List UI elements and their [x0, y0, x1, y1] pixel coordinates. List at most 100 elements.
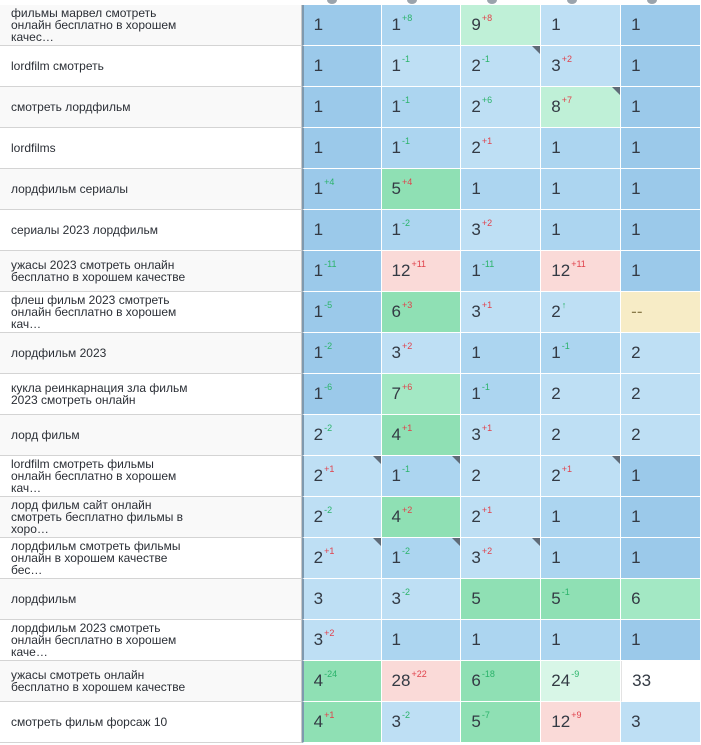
position-cell[interactable]: 1 [541, 128, 622, 169]
keyword-cell[interactable]: смотреть фильм форсаж 10 [0, 702, 302, 743]
column-sort-handle-icon[interactable] [487, 0, 497, 4]
position-cell[interactable]: 2 +1 [461, 497, 542, 538]
position-cell[interactable]: 1 [621, 456, 701, 497]
position-cell[interactable]: 9 +8 [461, 5, 542, 46]
keyword-cell[interactable]: флеш фильм 2023 смотреть онлайн бесплатн… [0, 292, 302, 333]
note-corner-icon[interactable] [372, 456, 381, 464]
position-cell[interactable]: 2 [621, 374, 701, 415]
position-cell[interactable]: 1 [541, 497, 622, 538]
position-cell[interactable]: 1 +4 [301, 169, 382, 210]
position-cell[interactable]: 1 -2 [381, 538, 462, 579]
position-cell[interactable]: 8 +7 [541, 87, 622, 128]
keyword-cell[interactable]: lordfilms [0, 128, 302, 169]
keyword-cell[interactable]: кукла реинкарнация зла фильм 2023 смотре… [0, 374, 302, 415]
position-cell[interactable]: 2 [541, 374, 622, 415]
note-corner-icon[interactable] [452, 538, 461, 546]
position-cell[interactable]: 6 +3 [381, 292, 462, 333]
position-cell[interactable]: 1 [301, 87, 382, 128]
position-cell[interactable]: 1 [541, 538, 622, 579]
position-cell[interactable]: 2 [541, 415, 622, 456]
position-cell[interactable]: 3 [621, 702, 701, 743]
position-cell[interactable]: 4 +1 [381, 415, 462, 456]
position-cell[interactable]: 28 +22 [381, 661, 462, 702]
position-cell[interactable]: 1 [301, 5, 382, 46]
position-cell[interactable]: 12 +11 [381, 251, 462, 292]
column-sort-handle-icon[interactable] [567, 0, 577, 4]
position-cell[interactable]: 3 [301, 579, 382, 620]
note-corner-icon[interactable] [532, 46, 541, 54]
position-cell[interactable]: 2 +1 [301, 538, 382, 579]
position-cell[interactable]: -- [621, 292, 701, 333]
position-cell[interactable]: 33 [621, 661, 701, 702]
keyword-cell[interactable]: лордфильм [0, 579, 302, 620]
position-cell[interactable]: 1 [301, 46, 382, 87]
position-cell[interactable]: 1 -1 [461, 374, 542, 415]
position-cell[interactable]: 1 [541, 210, 622, 251]
position-cell[interactable]: 2 -2 [301, 497, 382, 538]
position-cell[interactable]: 1 -1 [381, 128, 462, 169]
position-cell[interactable]: 1 [541, 169, 622, 210]
position-cell[interactable]: 2 [621, 333, 701, 374]
position-cell[interactable]: 4 +2 [381, 497, 462, 538]
position-cell[interactable]: 1 [621, 128, 701, 169]
position-cell[interactable]: 1 -2 [301, 333, 382, 374]
position-cell[interactable]: 3 +2 [301, 620, 382, 661]
position-cell[interactable]: 3 -2 [381, 579, 462, 620]
position-cell[interactable]: 1 [621, 251, 701, 292]
position-cell[interactable]: 1 [461, 620, 542, 661]
keyword-cell[interactable]: lordfilm смотреть [0, 46, 302, 87]
position-cell[interactable]: 3 +2 [541, 46, 622, 87]
keyword-cell[interactable]: лордфильм смотреть фильмы онлайн в хорош… [0, 538, 302, 579]
position-cell[interactable]: 2 ↑ [541, 292, 622, 333]
keyword-cell[interactable]: лордфильм 2023 смотреть онлайн бесплатно… [0, 620, 302, 661]
keyword-cell[interactable]: лордфильм 2023 [0, 333, 302, 374]
note-corner-icon[interactable] [372, 538, 381, 546]
position-cell[interactable]: 3 +2 [461, 210, 542, 251]
note-corner-icon[interactable] [532, 538, 541, 546]
column-sort-handle-icon[interactable] [407, 0, 417, 4]
note-corner-icon[interactable] [452, 456, 461, 464]
position-cell[interactable]: 1 -2 [381, 210, 462, 251]
position-cell[interactable]: 12 +9 [541, 702, 622, 743]
position-cell[interactable]: 2 +1 [541, 456, 622, 497]
position-cell[interactable]: 2 [461, 456, 542, 497]
keyword-cell[interactable]: смотреть лордфильм [0, 87, 302, 128]
note-corner-icon[interactable] [612, 87, 621, 95]
position-cell[interactable]: 1 [621, 169, 701, 210]
position-cell[interactable]: 1 [301, 210, 382, 251]
position-cell[interactable]: 1 [621, 5, 701, 46]
position-cell[interactable]: 2 [621, 415, 701, 456]
position-cell[interactable]: 24 -9 [541, 661, 622, 702]
position-cell[interactable]: 1 [621, 210, 701, 251]
position-cell[interactable]: 5 -1 [541, 579, 622, 620]
keyword-cell[interactable]: лорд фильм сайт онлайн смотреть бесплатн… [0, 497, 302, 538]
position-cell[interactable]: 3 +1 [461, 292, 542, 333]
keyword-cell[interactable]: сериалы 2023 лордфильм [0, 210, 302, 251]
position-cell[interactable]: 4 -24 [301, 661, 382, 702]
position-cell[interactable]: 1 +8 [381, 5, 462, 46]
position-cell[interactable]: 1 -5 [301, 292, 382, 333]
position-cell[interactable]: 7 +6 [381, 374, 462, 415]
column-sort-handle-icon[interactable] [327, 0, 337, 4]
position-cell[interactable]: 1 [541, 5, 622, 46]
keyword-cell[interactable]: ужасы смотреть онлайн бесплатно в хороше… [0, 661, 302, 702]
position-cell[interactable]: 2 +1 [301, 456, 382, 497]
keyword-cell[interactable]: lordfilm смотреть фильмы онлайн бесплатн… [0, 456, 302, 497]
position-cell[interactable]: 1 -1 [381, 46, 462, 87]
note-corner-icon[interactable] [612, 456, 621, 464]
position-cell[interactable]: 1 -11 [461, 251, 542, 292]
position-cell[interactable]: 2 +1 [461, 128, 542, 169]
position-cell[interactable]: 1 -6 [301, 374, 382, 415]
position-cell[interactable]: 2 -2 [301, 415, 382, 456]
position-cell[interactable]: 2 -1 [461, 46, 542, 87]
position-cell[interactable]: 5 [461, 579, 542, 620]
position-cell[interactable]: 1 [461, 169, 542, 210]
position-cell[interactable]: 3 +1 [461, 415, 542, 456]
position-cell[interactable]: 6 [621, 579, 701, 620]
position-cell[interactable]: 12 +11 [541, 251, 622, 292]
position-cell[interactable]: 1 [461, 333, 542, 374]
position-cell[interactable]: 1 [621, 620, 701, 661]
keyword-cell[interactable]: лорд фильм [0, 415, 302, 456]
position-cell[interactable]: 1 [301, 128, 382, 169]
position-cell[interactable]: 1 -1 [541, 333, 622, 374]
